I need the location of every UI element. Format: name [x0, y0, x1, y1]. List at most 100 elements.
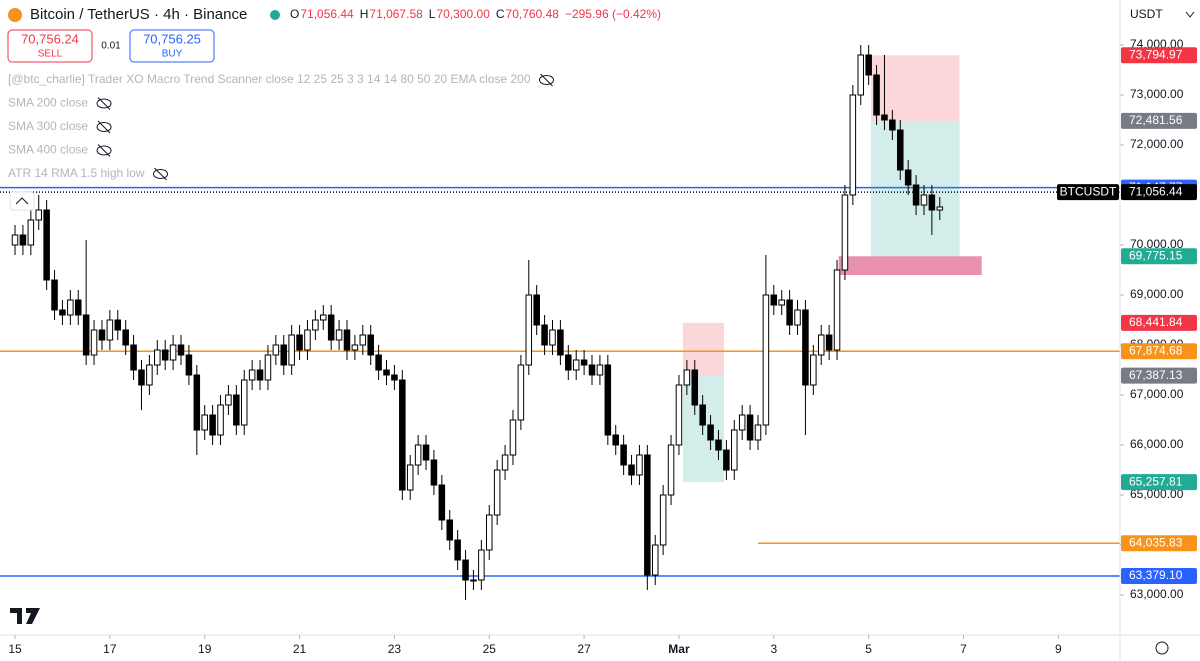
x-tick-label: 17	[103, 642, 117, 656]
price-label-bg	[1121, 112, 1197, 129]
price-label-bg	[1121, 474, 1197, 491]
y-tick-label: 66,000.00	[1130, 437, 1184, 451]
hidden-eye-slash	[97, 97, 111, 110]
candle-body	[509, 419, 517, 456]
candle-body	[533, 294, 540, 326]
candle-body	[335, 329, 343, 341]
candle-body	[59, 309, 66, 316]
candle-body	[201, 414, 208, 431]
x-tick-label: 7	[960, 642, 967, 656]
x-tick-label: 9	[1055, 642, 1062, 656]
candle-body	[288, 334, 295, 366]
candle-body	[27, 219, 35, 246]
candle-body	[628, 464, 635, 476]
price-label-bg	[1121, 47, 1197, 64]
sell-button[interactable]	[7, 29, 93, 63]
candle-body	[675, 384, 683, 446]
market-status	[270, 10, 280, 20]
currency: USDT	[1130, 7, 1163, 21]
candle-body	[754, 424, 762, 441]
candle-body	[177, 344, 185, 356]
candle-body	[517, 364, 525, 421]
y-tick-label: 69,000.00	[1130, 287, 1184, 301]
candle-body	[651, 544, 659, 576]
candle-body	[873, 74, 880, 116]
x-tick-label: 3	[770, 642, 777, 656]
candle-body	[462, 559, 469, 581]
candle-body	[169, 344, 177, 361]
candle-body	[802, 309, 809, 386]
candle-body	[565, 354, 572, 371]
price-label-bg	[1121, 248, 1197, 265]
candle-body	[833, 269, 841, 351]
collapse-button[interactable]	[9, 191, 35, 211]
candle-body	[731, 429, 738, 471]
ohlc-key: C	[496, 7, 505, 21]
candle-body	[810, 354, 817, 386]
candle-body	[248, 369, 256, 381]
candle-body	[209, 414, 216, 436]
settings-icon[interactable]	[1155, 641, 1169, 655]
candle-body	[817, 334, 825, 356]
y-tick-label: 67,000.00	[1130, 387, 1184, 401]
candle-body	[272, 344, 280, 356]
candle-body	[399, 379, 406, 491]
candle-body	[225, 394, 232, 406]
symbol-label-bg	[1057, 184, 1119, 201]
currency-dropdown[interactable]	[1185, 11, 1195, 18]
candle-body	[596, 364, 604, 376]
candle-body	[43, 209, 50, 281]
candle-body	[185, 354, 193, 376]
candle-body	[865, 54, 872, 76]
y-tick-label: 63,000.00	[1130, 587, 1184, 601]
candle-body	[470, 579, 477, 582]
price-label-bg	[1121, 568, 1197, 585]
price-label-bg	[1121, 343, 1197, 360]
candle-body	[588, 364, 596, 376]
y-tick-label: 65,000.00	[1130, 487, 1184, 501]
candle-body	[367, 334, 374, 356]
candle-body	[644, 454, 651, 576]
candle-body	[778, 299, 785, 306]
candle-body	[406, 464, 414, 491]
indicator-name: [@btc_charlie] Trader XO Macro Trend Sca…	[8, 72, 531, 86]
x-tick-label: 5	[865, 642, 872, 656]
candle-body	[161, 349, 169, 361]
candle-body	[604, 364, 612, 436]
candle-body	[280, 344, 288, 366]
candle-body	[146, 364, 153, 386]
candle-body	[430, 459, 438, 486]
candle-body	[19, 234, 27, 246]
candle-body	[904, 169, 912, 186]
y-tick-label: 72,000.00	[1130, 137, 1184, 151]
ohlc-value: 71,056.44	[300, 7, 354, 21]
candle-body	[438, 484, 446, 521]
x-tick-label: 21	[293, 642, 307, 656]
candle-body	[580, 359, 588, 366]
candle-body	[383, 369, 390, 376]
price-label: 67,387.13	[1129, 368, 1183, 382]
candle-body	[233, 394, 240, 426]
price-label: 67,874.68	[1129, 343, 1183, 357]
candle-body	[786, 299, 793, 326]
candle-body	[762, 294, 770, 426]
candle-body	[525, 294, 533, 366]
tv-logo	[10, 608, 40, 624]
indicator-name: SMA 400 close	[8, 143, 88, 157]
stop-zone	[682, 322, 725, 376]
candle-body	[90, 329, 98, 356]
candle-body	[715, 439, 722, 451]
price-label-bg	[1121, 314, 1197, 331]
candle-body	[304, 329, 311, 351]
candle-body	[256, 369, 264, 381]
candle-body	[422, 444, 430, 461]
buy-button[interactable]	[129, 29, 215, 63]
candle-body	[138, 369, 145, 386]
candle-body	[897, 129, 904, 171]
symbol-title: Bitcoin / TetherUS · 4h · Binance	[30, 6, 247, 23]
candle-body	[493, 469, 501, 516]
candle-body	[746, 414, 754, 441]
plot-area	[0, 45, 1120, 600]
